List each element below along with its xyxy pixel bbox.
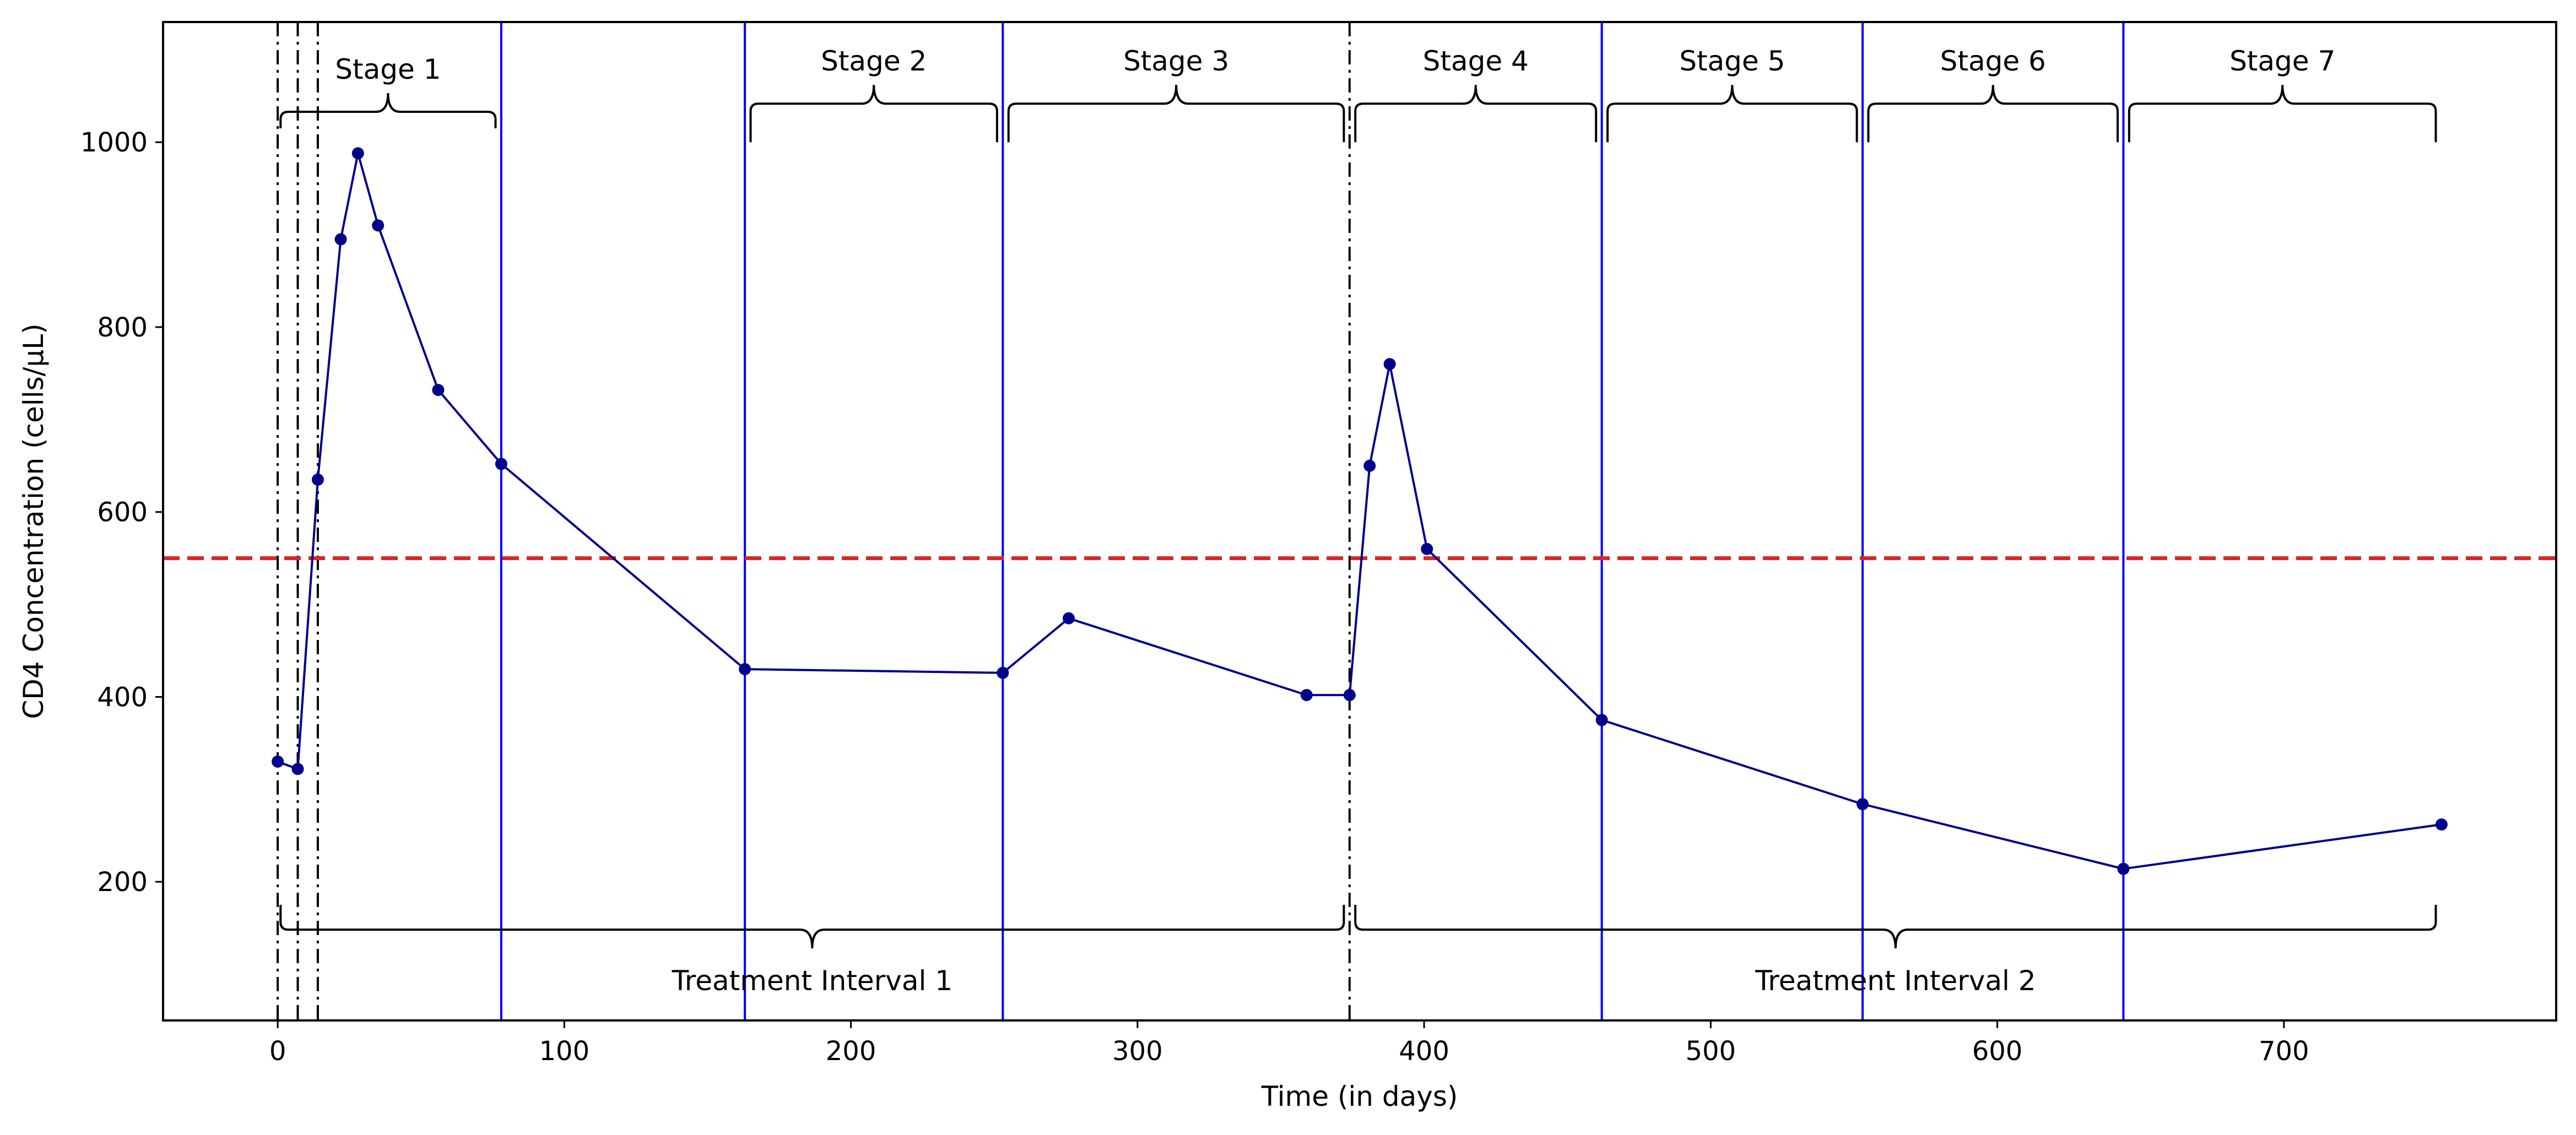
series-group — [272, 147, 2448, 875]
x-tick-label: 700 — [2259, 1036, 2309, 1067]
data-point — [311, 473, 324, 486]
stage-label: Stage 1 — [335, 53, 441, 85]
x-tick-label: 500 — [1685, 1036, 1736, 1067]
stage-label: Stage 5 — [1679, 45, 1785, 77]
data-point — [1383, 358, 1396, 371]
x-axis-label: Time (in days) — [1261, 1080, 1458, 1112]
vertical-reference-lines — [277, 22, 2125, 1020]
data-point — [351, 147, 364, 160]
data-point — [1421, 542, 1433, 555]
x-tick-label: 100 — [539, 1036, 590, 1067]
annotation-labels: Stage 1 Stage 2 Stage 3 Stage 4 Stage 5 Stage… — [335, 45, 2335, 997]
data-point — [2117, 862, 2130, 875]
series-line — [277, 152, 2442, 870]
x-tick-label: 300 — [1112, 1036, 1163, 1067]
data-point — [272, 755, 284, 768]
data-point — [1343, 689, 1356, 702]
x-tick-label: 200 — [826, 1036, 876, 1067]
data-point — [432, 384, 445, 397]
axes-group: 0 100 200 300 400 500 600 700 200 400 600 800 1000 — [80, 127, 2309, 1067]
data-point — [291, 763, 304, 775]
x-tick-label: 600 — [1972, 1036, 2023, 1067]
x-tick-label: 400 — [1399, 1036, 1449, 1067]
interval-brace — [1354, 905, 2437, 949]
data-point — [1062, 612, 1075, 624]
y-tick-label: 200 — [97, 867, 148, 898]
stage-label: Stage 3 — [1123, 45, 1229, 77]
stage-label: Stage 7 — [2229, 45, 2335, 77]
y-tick-label: 800 — [97, 312, 148, 343]
y-tick-label: 400 — [97, 682, 148, 713]
data-point — [372, 219, 385, 232]
stage-brace — [279, 93, 497, 129]
y-tick-label: 1000 — [80, 127, 148, 158]
data-point — [2435, 818, 2448, 831]
plot-frame — [162, 21, 2557, 1022]
stage-label: Stage 2 — [821, 45, 927, 77]
interval-label: Treatment Interval 1 — [672, 965, 953, 997]
interval-brace — [279, 905, 1345, 949]
data-point — [334, 233, 347, 246]
y-tick-label: 600 — [97, 497, 148, 528]
data-point — [739, 663, 751, 676]
y-axis-label: CD4 Concentration (cells/µL) — [18, 323, 50, 719]
data-point — [1300, 689, 1313, 702]
stage-label: Stage 4 — [1423, 45, 1529, 77]
data-point — [997, 666, 1009, 679]
stage-label: Stage 6 — [1940, 45, 2046, 77]
data-point — [495, 458, 507, 470]
data-point — [1595, 714, 1608, 726]
data-point — [1857, 798, 1869, 811]
x-tick-label: 0 — [269, 1036, 286, 1067]
interval-label: Treatment Interval 2 — [1755, 965, 2036, 997]
data-point — [1363, 459, 1376, 472]
